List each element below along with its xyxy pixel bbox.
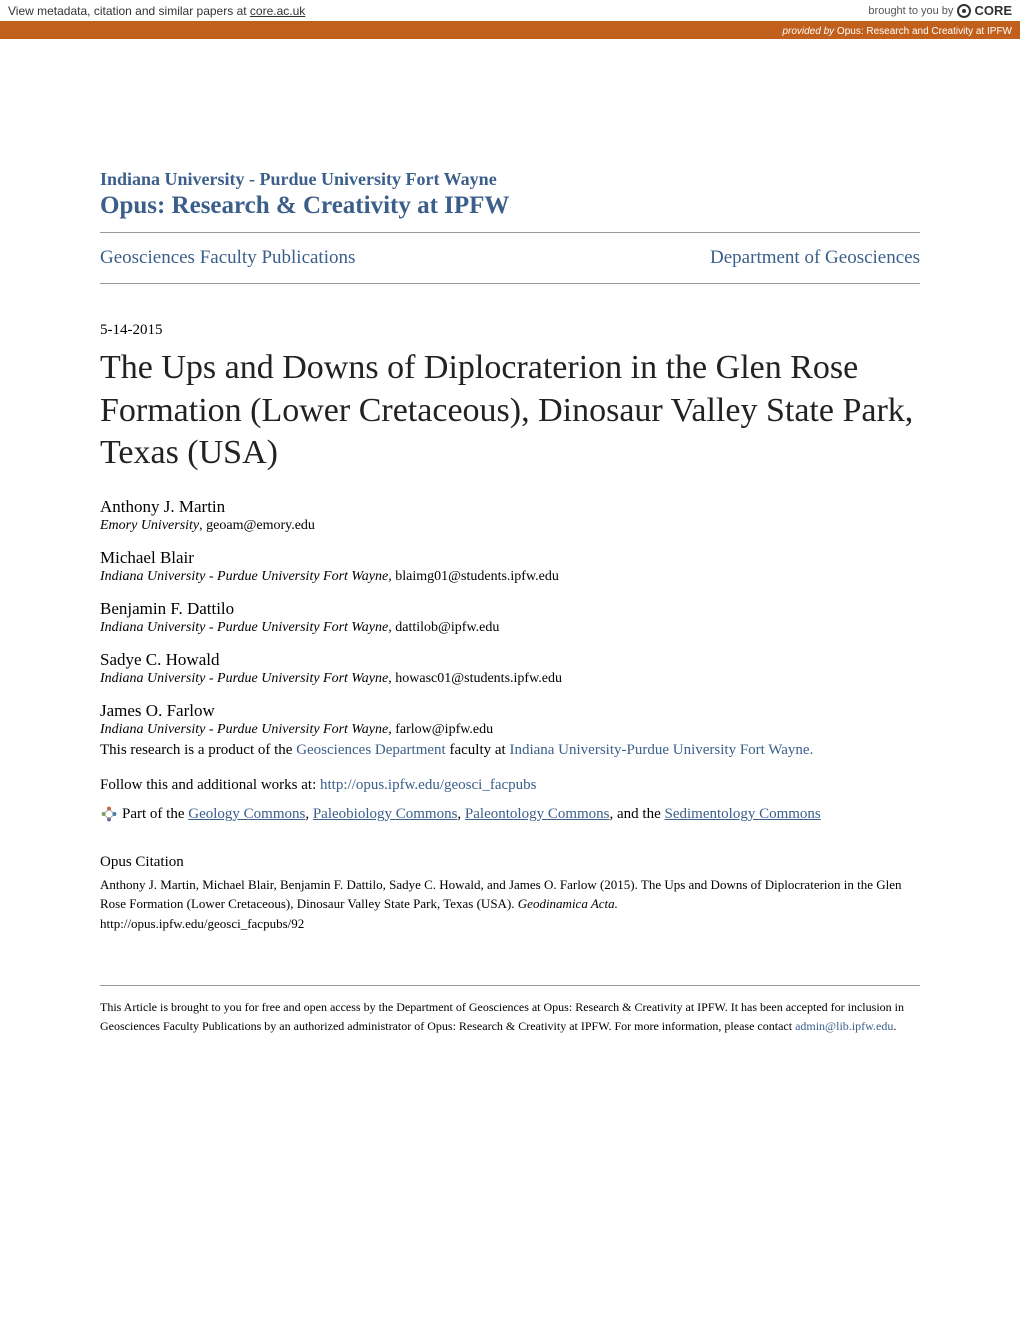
research-note-prefix: This research is a product of the bbox=[100, 742, 296, 758]
author-email: , geoam@emory.edu bbox=[199, 518, 315, 533]
citation-authors: Anthony J. Martin, Michael Blair, Benjam… bbox=[100, 877, 902, 912]
partof-and: , and the bbox=[610, 806, 665, 822]
author-email: , farlow@ipfw.edu bbox=[388, 722, 493, 737]
follow-line: Follow this and additional works at: htt… bbox=[100, 777, 920, 794]
core-label: CORE bbox=[974, 3, 1012, 18]
department-link[interactable]: Department of Geosciences bbox=[710, 247, 920, 269]
author-affiliation: Indiana University - Purdue University F… bbox=[100, 671, 388, 686]
network-icon bbox=[100, 805, 118, 823]
author-block: Sadye C. Howald Indiana University - Pur… bbox=[100, 650, 920, 687]
repository-name[interactable]: Opus: Research & Creativity at IPFW bbox=[100, 192, 920, 232]
paper-title: The Ups and Downs of Diplocraterion in t… bbox=[100, 347, 920, 475]
citation-journal: Geodinamica Acta. bbox=[518, 896, 618, 911]
author-block: Benjamin F. Dattilo Indiana University -… bbox=[100, 599, 920, 636]
author-affiliation: Indiana University - Purdue University F… bbox=[100, 620, 388, 635]
publication-date: 5-14-2015 bbox=[100, 322, 920, 339]
page-body: Indiana University - Purdue University F… bbox=[0, 39, 1020, 1076]
citation-text: Anthony J. Martin, Michael Blair, Benjam… bbox=[100, 875, 920, 934]
author-affiliation: Emory University bbox=[100, 518, 199, 533]
metadata-line: View metadata, citation and similar pape… bbox=[8, 4, 305, 18]
contact-email[interactable]: admin@lib.ipfw.edu bbox=[795, 1019, 893, 1033]
divider bbox=[100, 283, 920, 284]
citation-block: Opus Citation Anthony J. Martin, Michael… bbox=[100, 854, 920, 934]
partof-prefix: Part of the bbox=[122, 806, 188, 822]
citation-url: http://opus.ipfw.edu/geosci_facpubs/92 bbox=[100, 916, 304, 931]
author-name: Sadye C. Howald bbox=[100, 650, 920, 670]
author-name: Michael Blair bbox=[100, 548, 920, 568]
author-block: James O. Farlow Indiana University - Pur… bbox=[100, 701, 920, 738]
author-name: James O. Farlow bbox=[100, 701, 920, 721]
brought-by-block: brought to you by CORE bbox=[868, 3, 1012, 18]
brought-by-text: brought to you by bbox=[868, 5, 953, 17]
commons-link[interactable]: Sedimentology Commons bbox=[665, 806, 821, 822]
footer-suffix: . bbox=[893, 1019, 896, 1033]
footer-body: This Article is brought to you for free … bbox=[100, 1000, 904, 1033]
author-email: , blaimg01@students.ipfw.edu bbox=[388, 569, 559, 584]
authors-list: Anthony J. Martin Emory University, geoa… bbox=[100, 497, 920, 761]
partof-line: Part of the Geology Commons, Paleobiolog… bbox=[100, 802, 920, 826]
author-affiliation: Indiana University - Purdue University F… bbox=[100, 569, 388, 584]
core-logo[interactable]: CORE bbox=[957, 3, 1012, 18]
commons-link[interactable]: Paleobiology Commons bbox=[313, 806, 458, 822]
follow-url[interactable]: http://opus.ipfw.edu/geosci_facpubs bbox=[320, 777, 537, 793]
core-icon bbox=[957, 4, 971, 18]
collection-link[interactable]: Geosciences Faculty Publications bbox=[100, 247, 355, 269]
commons-link[interactable]: Geology Commons bbox=[188, 806, 305, 822]
citation-heading: Opus Citation bbox=[100, 854, 920, 871]
author-name: Anthony J. Martin bbox=[100, 497, 920, 517]
research-note: This research is a product of the Geosci… bbox=[100, 740, 920, 761]
follow-prefix: Follow this and additional works at: bbox=[100, 777, 320, 793]
provided-by-banner: provided by Opus: Research and Creativit… bbox=[0, 24, 1020, 39]
commons-link[interactable]: Paleontology Commons bbox=[465, 806, 610, 822]
author-block: Michael Blair Indiana University - Purdu… bbox=[100, 548, 920, 585]
institution-name[interactable]: Indiana University - Purdue University F… bbox=[100, 169, 920, 190]
department-link[interactable]: Geosciences Department bbox=[296, 742, 446, 758]
author-email: , howasc01@students.ipfw.edu bbox=[388, 671, 562, 686]
author-affiliation: Indiana University - Purdue University F… bbox=[100, 722, 388, 737]
top-banner: View metadata, citation and similar pape… bbox=[0, 0, 1020, 24]
provided-source: Opus: Research and Creativity at IPFW bbox=[837, 26, 1012, 37]
divider bbox=[100, 985, 920, 986]
research-note-middle: faculty at bbox=[446, 742, 510, 758]
author-name: Benjamin F. Dattilo bbox=[100, 599, 920, 619]
author-email: , dattilob@ipfw.edu bbox=[388, 620, 499, 635]
breadcrumb-row: Geosciences Faculty Publications Departm… bbox=[100, 233, 920, 283]
metadata-prefix: View metadata, citation and similar pape… bbox=[8, 4, 250, 18]
university-link[interactable]: Indiana University-Purdue University For… bbox=[509, 742, 813, 758]
core-link[interactable]: core.ac.uk bbox=[250, 4, 305, 18]
author-block: Anthony J. Martin Emory University, geoa… bbox=[100, 497, 920, 534]
footer-text: This Article is brought to you for free … bbox=[100, 998, 920, 1036]
provided-prefix: provided by bbox=[782, 26, 836, 37]
